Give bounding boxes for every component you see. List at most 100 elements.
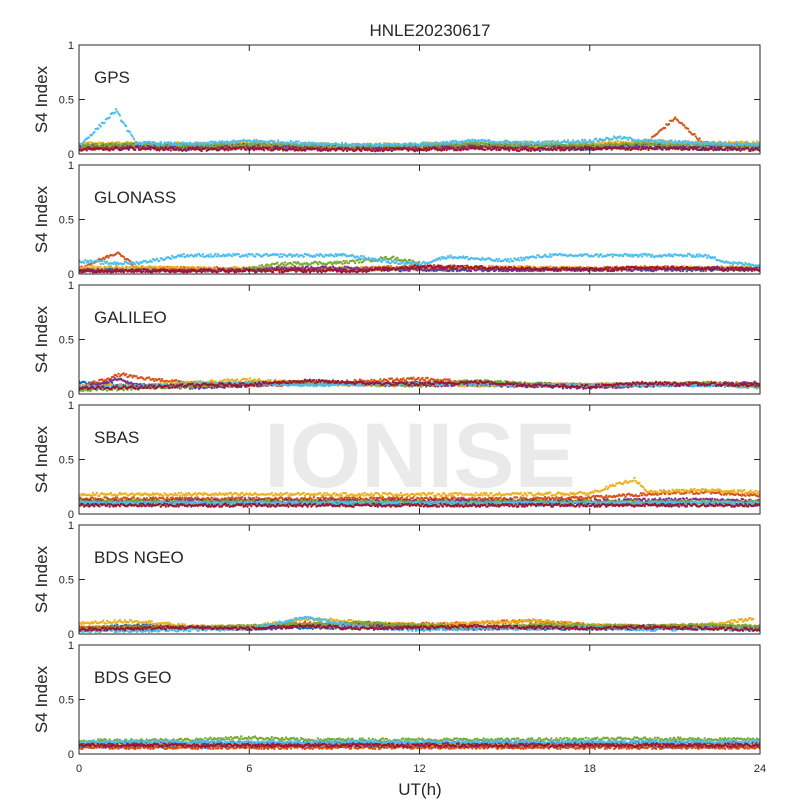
data-point [246, 142, 249, 145]
data-point [495, 144, 498, 147]
data-point [389, 146, 392, 150]
data-point [579, 141, 582, 144]
data-point [99, 125, 102, 128]
data-point [149, 267, 152, 271]
data-point [173, 141, 176, 144]
data-point [720, 146, 723, 149]
data-point [173, 266, 176, 269]
data-point [123, 267, 127, 270]
data-point [616, 139, 619, 143]
data-point [399, 270, 402, 273]
data-point [453, 143, 456, 146]
data-point [134, 148, 137, 152]
data-point [388, 148, 391, 152]
data-point [131, 265, 134, 268]
data-point [451, 269, 455, 273]
data-point [569, 148, 572, 151]
data-point [246, 146, 249, 149]
data-point [538, 149, 542, 153]
data-point [663, 146, 667, 149]
data-point [179, 143, 183, 147]
data-point [122, 142, 125, 145]
data-point [181, 265, 184, 269]
data-point [679, 144, 682, 147]
data-point [164, 265, 167, 269]
data-point [607, 140, 611, 143]
data-point [702, 146, 705, 149]
data-point [755, 144, 759, 147]
data-point [499, 148, 502, 151]
data-point [121, 265, 124, 268]
data-point [97, 127, 100, 130]
data-point [528, 147, 531, 150]
data-point [718, 148, 722, 151]
data-points [79, 251, 760, 274]
panel-label: GPS [94, 68, 130, 87]
data-point [690, 146, 694, 149]
data-point [125, 125, 128, 128]
data-point [529, 149, 533, 152]
data-point [307, 141, 310, 144]
data-point [527, 149, 530, 152]
data-point [114, 142, 118, 145]
data-point [275, 146, 279, 149]
data-point [560, 147, 563, 150]
data-point [543, 140, 547, 143]
data-point [93, 265, 96, 268]
data-point [749, 149, 752, 152]
data-point [637, 148, 640, 151]
data-point [187, 143, 190, 146]
data-point [366, 149, 369, 152]
data-point [238, 142, 242, 145]
data-point [561, 141, 565, 144]
data-point [686, 140, 690, 143]
data-point [119, 144, 123, 147]
data-point [540, 142, 543, 145]
data-point [555, 148, 558, 152]
data-point [737, 147, 741, 150]
data-point [84, 147, 87, 150]
data-point [127, 148, 130, 151]
data-point [496, 146, 499, 149]
data-point [549, 145, 552, 148]
data-point [421, 144, 424, 147]
data-point [186, 141, 189, 145]
data-point [291, 142, 294, 146]
data-point [362, 142, 365, 145]
data-point [518, 144, 521, 147]
data-point [483, 148, 487, 152]
data-point [107, 256, 110, 259]
data-point [647, 148, 650, 152]
data-point [534, 142, 538, 145]
data-point [250, 144, 253, 147]
data-point [554, 140, 557, 143]
data-point [711, 146, 714, 149]
data-point [663, 126, 667, 130]
data-point [716, 148, 719, 151]
data-point [591, 147, 594, 150]
data-point [301, 145, 304, 148]
data-point [303, 141, 307, 144]
data-point [683, 142, 686, 145]
data-point [679, 146, 682, 149]
data-point [108, 116, 111, 119]
data-point [168, 146, 171, 150]
data-point [686, 127, 690, 130]
data-point [485, 146, 488, 149]
data-point [383, 149, 386, 152]
data-point [736, 142, 740, 145]
data-point [587, 148, 590, 151]
data-point [103, 144, 106, 148]
data-point [379, 149, 382, 152]
data-point [720, 141, 723, 144]
data-point [440, 149, 443, 152]
data-point [162, 143, 165, 146]
data-point [169, 141, 173, 144]
data-point [95, 142, 99, 146]
y-tick-label: 1 [68, 40, 74, 52]
data-point [514, 147, 517, 150]
data-point [158, 142, 161, 145]
data-point [526, 140, 529, 144]
data-point [451, 147, 455, 150]
